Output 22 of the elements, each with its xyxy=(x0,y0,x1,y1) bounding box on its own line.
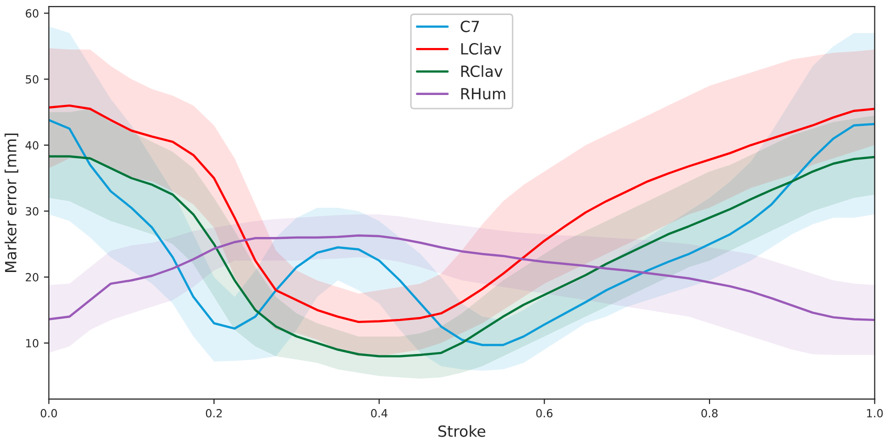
x-tick-label: 0.0 xyxy=(40,409,57,418)
legend-label: LClav xyxy=(461,42,502,55)
line-series xyxy=(48,234,875,322)
x-axis-title: Stroke xyxy=(438,425,486,437)
x-tick-label: 0.6 xyxy=(536,409,552,418)
y-tick-label: 60 xyxy=(26,9,38,18)
x-tick-label: 0.8 xyxy=(701,409,718,418)
legend-label: RHum xyxy=(461,88,506,100)
y-tick-label: 20 xyxy=(26,273,38,282)
y-tick-label: 30 xyxy=(26,207,38,216)
line-series xyxy=(48,118,875,346)
line-series xyxy=(48,155,875,358)
legend-label: C7 xyxy=(460,20,479,32)
x-tick-label: 0.4 xyxy=(371,409,388,418)
x-tick-label: 0.2 xyxy=(206,409,222,418)
y-tick-label: 10 xyxy=(26,339,38,348)
y-tick-label: 50 xyxy=(26,75,38,84)
x-tick-label: 1.0 xyxy=(867,409,883,418)
legend-label: RClav xyxy=(461,65,503,78)
y-axis-title: Marker error [mm] xyxy=(4,134,18,272)
line-series xyxy=(48,104,875,324)
y-tick-label: 40 xyxy=(26,141,38,150)
